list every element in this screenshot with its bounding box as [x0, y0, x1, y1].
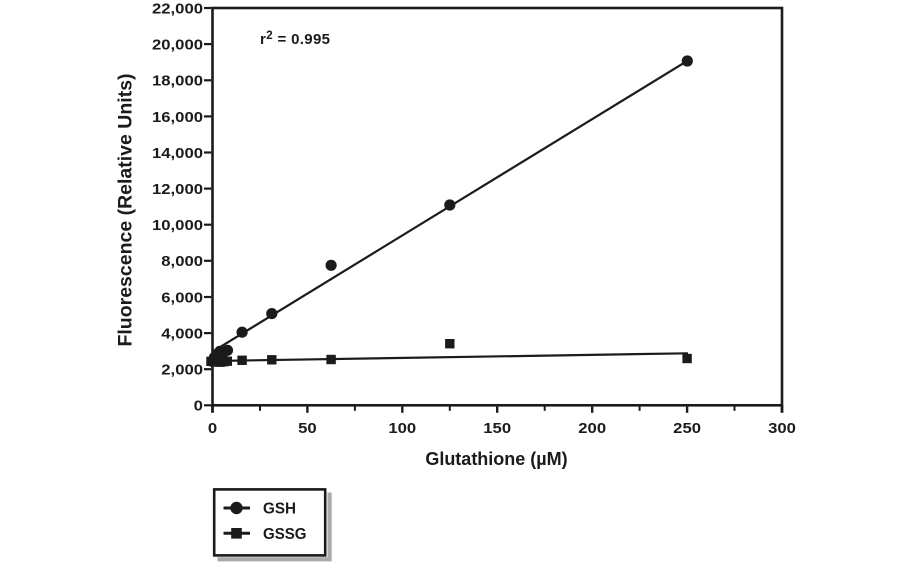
- svg-text:150: 150: [483, 420, 511, 437]
- svg-text:12,000: 12,000: [152, 181, 203, 198]
- svg-text:8,000: 8,000: [161, 253, 203, 270]
- svg-text:50: 50: [298, 420, 317, 437]
- svg-text:GSSG: GSSG: [263, 526, 307, 543]
- svg-text:0: 0: [208, 420, 217, 437]
- svg-text:200: 200: [578, 420, 606, 437]
- svg-text:22,000: 22,000: [152, 0, 203, 17]
- svg-text:6,000: 6,000: [161, 289, 203, 306]
- svg-text:r2 = 0.995: r2 = 0.995: [260, 30, 330, 48]
- svg-text:300: 300: [768, 420, 796, 437]
- svg-text:0: 0: [194, 398, 203, 415]
- svg-text:20,000: 20,000: [152, 37, 203, 54]
- svg-text:GSH: GSH: [263, 500, 296, 517]
- svg-text:10,000: 10,000: [152, 217, 203, 234]
- svg-text:18,000: 18,000: [152, 73, 203, 90]
- svg-text:Glutathione (µM): Glutathione (µM): [425, 449, 567, 469]
- svg-text:16,000: 16,000: [152, 109, 203, 126]
- svg-text:Fluorescence (Relative Units): Fluorescence (Relative Units): [115, 73, 137, 346]
- svg-text:250: 250: [673, 420, 701, 437]
- svg-text:2,000: 2,000: [161, 362, 203, 379]
- svg-text:14,000: 14,000: [152, 145, 203, 162]
- svg-text:100: 100: [388, 420, 416, 437]
- svg-text:4,000: 4,000: [161, 326, 203, 343]
